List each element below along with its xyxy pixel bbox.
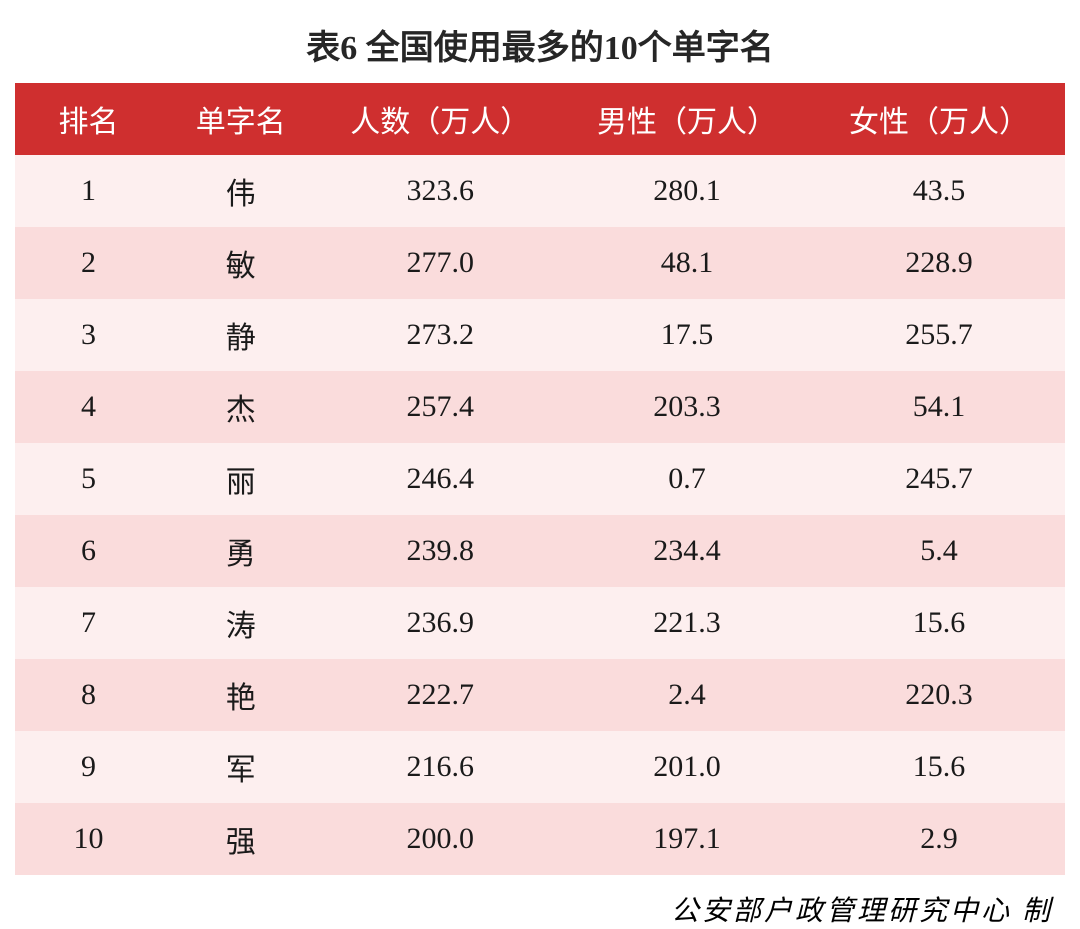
cell-rank: 8 bbox=[15, 659, 162, 731]
cell-name: 涛 bbox=[162, 587, 320, 659]
cell-male: 2.4 bbox=[561, 659, 813, 731]
cell-male: 280.1 bbox=[561, 155, 813, 227]
cell-name: 军 bbox=[162, 731, 320, 803]
table-row: 10强200.0197.12.9 bbox=[15, 803, 1065, 875]
cell-total: 257.4 bbox=[320, 371, 562, 443]
table-row: 3静273.217.5255.7 bbox=[15, 299, 1065, 371]
col-header-female: 女性（万人） bbox=[813, 83, 1065, 155]
cell-male: 0.7 bbox=[561, 443, 813, 515]
cell-female: 245.7 bbox=[813, 443, 1065, 515]
cell-total: 216.6 bbox=[320, 731, 562, 803]
cell-rank: 10 bbox=[15, 803, 162, 875]
cell-total: 200.0 bbox=[320, 803, 562, 875]
cell-male: 201.0 bbox=[561, 731, 813, 803]
cell-female: 255.7 bbox=[813, 299, 1065, 371]
col-header-male: 男性（万人） bbox=[561, 83, 813, 155]
cell-name: 伟 bbox=[162, 155, 320, 227]
col-header-name: 单字名 bbox=[162, 83, 320, 155]
cell-name: 丽 bbox=[162, 443, 320, 515]
cell-male: 17.5 bbox=[561, 299, 813, 371]
footer-attribution: 公安部户政管理研究中心 制 bbox=[15, 875, 1065, 929]
cell-name: 敏 bbox=[162, 227, 320, 299]
cell-total: 277.0 bbox=[320, 227, 562, 299]
cell-female: 43.5 bbox=[813, 155, 1065, 227]
cell-name: 静 bbox=[162, 299, 320, 371]
cell-rank: 2 bbox=[15, 227, 162, 299]
cell-male: 234.4 bbox=[561, 515, 813, 587]
cell-female: 54.1 bbox=[813, 371, 1065, 443]
cell-total: 246.4 bbox=[320, 443, 562, 515]
table-header-row: 排名 单字名 人数（万人） 男性（万人） 女性（万人） bbox=[15, 83, 1065, 155]
col-header-total: 人数（万人） bbox=[320, 83, 562, 155]
cell-rank: 3 bbox=[15, 299, 162, 371]
cell-male: 48.1 bbox=[561, 227, 813, 299]
cell-name: 杰 bbox=[162, 371, 320, 443]
cell-total: 273.2 bbox=[320, 299, 562, 371]
table-row: 4杰257.4203.354.1 bbox=[15, 371, 1065, 443]
cell-name: 强 bbox=[162, 803, 320, 875]
cell-name: 艳 bbox=[162, 659, 320, 731]
table-row: 2敏277.048.1228.9 bbox=[15, 227, 1065, 299]
cell-rank: 1 bbox=[15, 155, 162, 227]
table-row: 1伟323.6280.143.5 bbox=[15, 155, 1065, 227]
cell-total: 239.8 bbox=[320, 515, 562, 587]
table-row: 8艳222.72.4220.3 bbox=[15, 659, 1065, 731]
table-row: 6勇239.8234.45.4 bbox=[15, 515, 1065, 587]
table-title: 表6 全国使用最多的10个单字名 bbox=[306, 8, 774, 83]
table-row: 7涛236.9221.315.6 bbox=[15, 587, 1065, 659]
cell-total: 323.6 bbox=[320, 155, 562, 227]
cell-female: 2.9 bbox=[813, 803, 1065, 875]
col-header-rank: 排名 bbox=[15, 83, 162, 155]
cell-rank: 6 bbox=[15, 515, 162, 587]
cell-male: 221.3 bbox=[561, 587, 813, 659]
cell-name: 勇 bbox=[162, 515, 320, 587]
cell-female: 220.3 bbox=[813, 659, 1065, 731]
cell-total: 236.9 bbox=[320, 587, 562, 659]
cell-female: 228.9 bbox=[813, 227, 1065, 299]
cell-male: 203.3 bbox=[561, 371, 813, 443]
cell-female: 15.6 bbox=[813, 587, 1065, 659]
cell-rank: 5 bbox=[15, 443, 162, 515]
cell-total: 222.7 bbox=[320, 659, 562, 731]
table-row: 5丽246.40.7245.7 bbox=[15, 443, 1065, 515]
cell-male: 197.1 bbox=[561, 803, 813, 875]
cell-rank: 9 bbox=[15, 731, 162, 803]
cell-female: 15.6 bbox=[813, 731, 1065, 803]
names-table: 排名 单字名 人数（万人） 男性（万人） 女性（万人） 1伟323.6280.1… bbox=[15, 83, 1065, 875]
table-body: 1伟323.6280.143.5 2敏277.048.1228.9 3静273.… bbox=[15, 155, 1065, 875]
table-row: 9军216.6201.015.6 bbox=[15, 731, 1065, 803]
cell-rank: 7 bbox=[15, 587, 162, 659]
cell-rank: 4 bbox=[15, 371, 162, 443]
cell-female: 5.4 bbox=[813, 515, 1065, 587]
